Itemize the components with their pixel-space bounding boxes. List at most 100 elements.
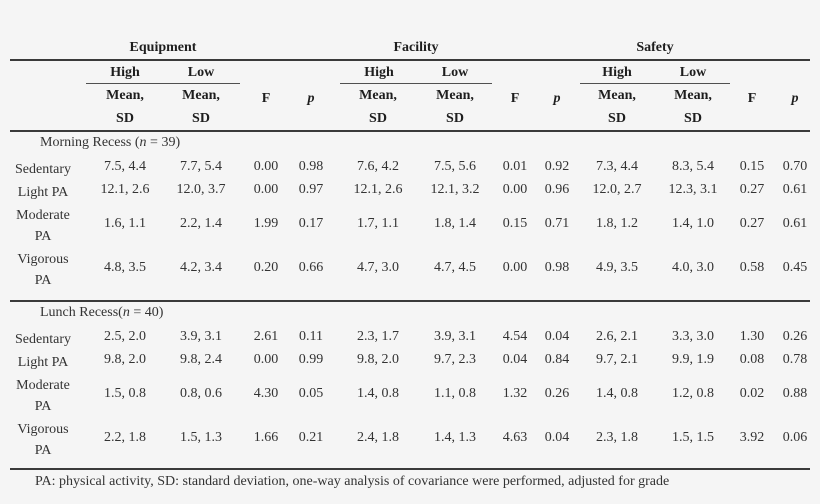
f-stat-header: F — [747, 91, 757, 106]
table-cell: 0.00 — [253, 182, 279, 197]
table-cell: 7.6, 4.2 — [357, 159, 399, 174]
table-footnote: PA: physical activity, SD: standard devi… — [35, 474, 670, 489]
table-cell: 1.7, 1.1 — [357, 216, 399, 231]
table-cell: 1.4, 0.8 — [596, 386, 638, 401]
table-cell: 0.11 — [299, 329, 323, 344]
table-cell: 0.98 — [544, 260, 570, 275]
table-cell: 0.15 — [502, 216, 528, 231]
p-value-header: p — [553, 91, 561, 106]
table-cell: 0.99 — [298, 352, 324, 367]
table-cell: 9.8, 2.4 — [180, 352, 222, 367]
mean-sd-header: SD — [446, 111, 464, 126]
table-cell: 1.4, 0.8 — [357, 386, 399, 401]
table-cell: 0.06 — [782, 430, 808, 445]
table-cell: 1.5, 1.5 — [672, 430, 714, 445]
group-header-facility: Facility — [393, 40, 439, 55]
mean-sd-header: SD — [608, 111, 626, 126]
table-cell: 3.9, 3.1 — [434, 329, 476, 344]
table-cell: 0.27 — [739, 182, 765, 197]
top-rule — [10, 59, 810, 61]
row-label-line1: Light PA — [17, 355, 69, 370]
table-cell: 0.78 — [782, 352, 808, 367]
table-cell: 1.4, 1.0 — [672, 216, 714, 231]
table-cell: 0.20 — [253, 260, 279, 275]
table-cell: 9.7, 2.3 — [434, 352, 476, 367]
section-divider-rule — [10, 300, 810, 302]
row-label-line1: Light PA — [17, 185, 69, 200]
table-cell: 1.6, 1.1 — [104, 216, 146, 231]
row-label: Vigorous PA — [8, 249, 78, 291]
facility-low-header: Low — [441, 65, 469, 80]
section-title: Morning Recess (n = 39) — [40, 135, 180, 151]
section-title-n: n — [122, 305, 130, 320]
table-cell: 2.5, 2.0 — [104, 329, 146, 344]
mean-sd-header: SD — [192, 111, 210, 126]
header-bottom-rule — [10, 130, 810, 132]
table-cell: 12.0, 3.7 — [176, 182, 226, 197]
row-label: Moderate PA — [8, 205, 78, 247]
table-cell: 9.8, 2.0 — [104, 352, 146, 367]
table-cell: 1.32 — [502, 386, 528, 401]
facility-high-header: High — [364, 65, 394, 80]
table-cell: 1.2, 0.8 — [672, 386, 714, 401]
group-header-equipment: Equipment — [129, 40, 197, 55]
row-label-line1: Moderate — [16, 208, 70, 223]
p-value-header: p — [791, 91, 799, 106]
row-label-line2: PA — [34, 399, 52, 414]
table-cell: 0.61 — [782, 216, 808, 231]
table-cell: 0.98 — [298, 159, 324, 174]
row-label: Light PA — [8, 352, 78, 373]
table-cell: 1.8, 1.2 — [596, 216, 638, 231]
table-cell: 4.0, 3.0 — [672, 260, 714, 275]
table-cell: 4.2, 3.4 — [180, 260, 222, 275]
table-cell: 1.99 — [253, 216, 279, 231]
table-cell: 4.54 — [502, 329, 528, 344]
table-cell: 7.5, 4.4 — [104, 159, 146, 174]
table-cell: 0.04 — [544, 329, 570, 344]
table-cell: 12.0, 2.7 — [592, 182, 642, 197]
table-cell: 9.8, 2.0 — [357, 352, 399, 367]
section-title-prefix: Morning Recess ( — [40, 135, 140, 150]
f-stat-header: F — [261, 91, 271, 106]
table-cell: 2.2, 1.8 — [104, 430, 146, 445]
section-title-suffix: = 39) — [146, 135, 181, 150]
row-label: Sedentary — [8, 159, 78, 180]
section-title-prefix: Lunch Recess( — [40, 305, 123, 320]
table-cell: 0.05 — [298, 386, 324, 401]
table-cell: 0.71 — [544, 216, 570, 231]
mean-sd-header: SD — [684, 111, 702, 126]
table-cell: 0.04 — [544, 430, 570, 445]
table-cell: 4.8, 3.5 — [104, 260, 146, 275]
table-cell: 4.63 — [502, 430, 528, 445]
p-value-header: p — [307, 91, 315, 106]
safety-high-header: High — [602, 65, 632, 80]
mean-sd-header: Mean, — [106, 88, 144, 103]
table-cell: 0.26 — [782, 329, 808, 344]
row-label: Moderate PA — [8, 375, 78, 417]
table-cell: 0.26 — [544, 386, 570, 401]
row-label: Sedentary — [8, 329, 78, 350]
mean-sd-header: SD — [116, 111, 134, 126]
row-label-line1: Sedentary — [15, 332, 71, 347]
mean-sd-header: Mean, — [598, 88, 636, 103]
table-cell: 0.00 — [253, 159, 279, 174]
table-cell: 0.66 — [298, 260, 324, 275]
table-cell: 1.1, 0.8 — [434, 386, 476, 401]
table-cell: 2.3, 1.7 — [357, 329, 399, 344]
table-cell: 9.7, 2.1 — [596, 352, 638, 367]
table-cell: 8.3, 5.4 — [672, 159, 714, 174]
table-cell: 7.5, 5.6 — [434, 159, 476, 174]
section-title: Lunch Recess(n = 40) — [40, 305, 163, 321]
row-label-line2: PA — [34, 229, 52, 244]
table-cell: 1.5, 1.3 — [180, 430, 222, 445]
table-cell: 0.08 — [739, 352, 765, 367]
table-cell: 0.88 — [782, 386, 808, 401]
mean-sd-header: Mean, — [436, 88, 474, 103]
safety-subrule — [580, 83, 730, 85]
table-cell: 0.84 — [544, 352, 570, 367]
table-cell: 12.1, 3.2 — [430, 182, 480, 197]
mean-sd-header: Mean, — [182, 88, 220, 103]
table-cell: 7.3, 4.4 — [596, 159, 638, 174]
table-cell: 4.9, 3.5 — [596, 260, 638, 275]
table-cell: 1.30 — [739, 329, 765, 344]
